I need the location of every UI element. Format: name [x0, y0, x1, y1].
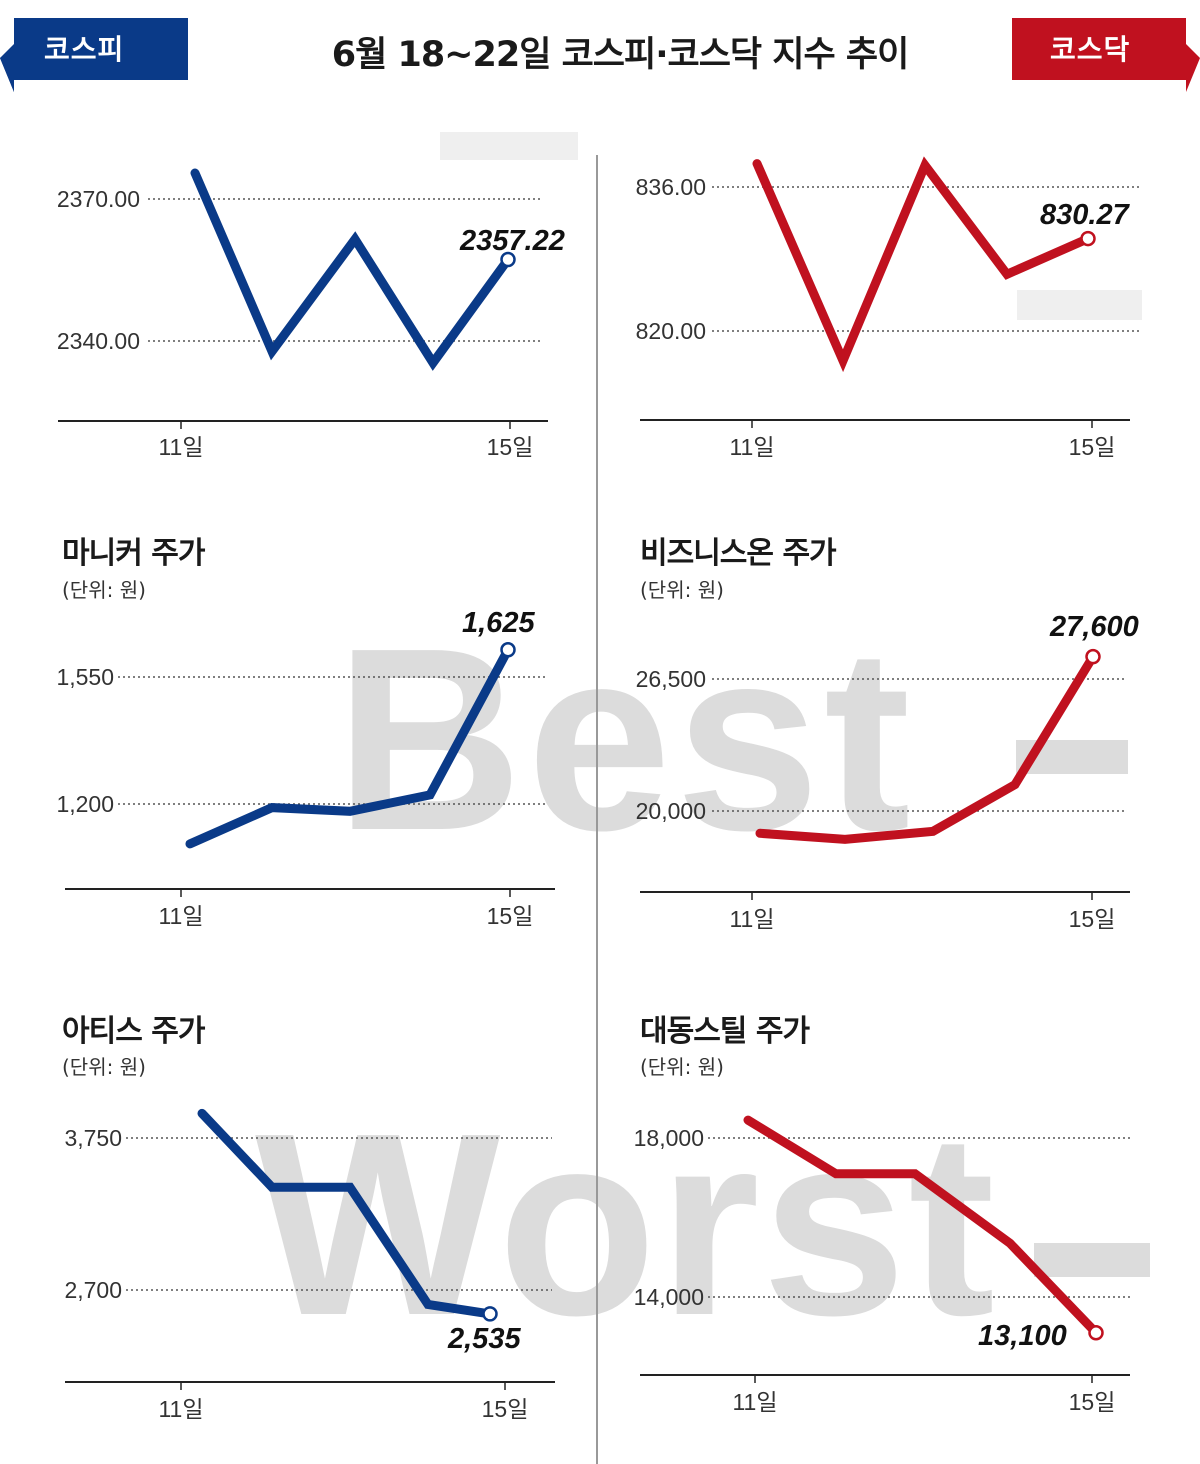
- kosdaq-end-value-label: 830.27: [1040, 199, 1131, 231]
- daedong-end-marker: [1088, 1325, 1104, 1341]
- decor-rect: [1017, 290, 1142, 320]
- atis-title: 아티스 주가: [62, 1014, 205, 1049]
- worst-watermark-dash: [1034, 1243, 1150, 1277]
- daedong-y-tick-label: 18,000: [634, 1125, 704, 1151]
- best-watermark: Best: [335, 595, 915, 885]
- decor-rect: [440, 132, 578, 160]
- kosdaq-series-line: [752, 156, 1093, 373]
- businesson-x-tick-label: 11일: [729, 906, 774, 932]
- atis-y-tick-label: 2,700: [64, 1277, 122, 1303]
- atis-y-tick-label: 3,750: [64, 1125, 122, 1151]
- center-divider: [596, 155, 598, 1464]
- kosdaq-y-tick-label: 836.00: [636, 174, 706, 200]
- manicker-series-line: [185, 645, 513, 849]
- kospi-end-marker: [500, 251, 516, 268]
- manicker-title: 마니커 주가: [62, 536, 205, 571]
- kosdaq-badge: 코스닥: [1012, 18, 1200, 92]
- kosdaq-x-tick-label: 11일: [729, 434, 774, 460]
- kospi-x-tick-label: 11일: [158, 434, 203, 460]
- businesson-y-tick-label: 20,000: [636, 798, 706, 824]
- page-title: 6월 18~22일 코스피·코스닥 지수 추이: [331, 35, 910, 75]
- daedong-y-tick-label: 14,000: [634, 1284, 704, 1310]
- businesson-unit: (단위: 원): [640, 578, 724, 602]
- businesson-x-tick-label: 15일: [1069, 906, 1116, 932]
- kospi-badge-label: 코스피: [44, 33, 125, 66]
- daedong-title: 대동스틸 주가: [640, 1014, 810, 1049]
- manicker-y-tick-label: 1,200: [56, 791, 114, 817]
- daedong-x-tick-label: 11일: [732, 1389, 777, 1415]
- kospi-x-tick-label: 15일: [487, 434, 534, 460]
- kosdaq-end-marker: [1080, 230, 1096, 247]
- atis-end-marker: [482, 1306, 498, 1322]
- daedong-series-line: [743, 1115, 1101, 1338]
- atis-x-tick-label: 11일: [158, 1396, 203, 1422]
- manicker-end-marker: [500, 642, 516, 658]
- left-arrow-banner-icon: [0, 18, 188, 92]
- kospi-y-tick-label: 2370.00: [57, 186, 140, 212]
- atis-unit: (단위: 원): [62, 1055, 146, 1079]
- kospi-series-line: [190, 168, 513, 371]
- daedong-x-tick-label: 15일: [1069, 1389, 1116, 1415]
- kospi-y-tick-label: 2340.00: [57, 328, 140, 354]
- atis-end-value-label: 2,535: [447, 1323, 521, 1355]
- kosdaq-x-tick-label: 15일: [1069, 434, 1116, 460]
- manicker-y-tick-label: 1,550: [56, 664, 114, 690]
- businesson-title: 비즈니스온 주가: [640, 536, 837, 571]
- businesson-y-tick-label: 26,500: [636, 666, 706, 692]
- manicker-end-value-label: 1,625: [462, 607, 535, 639]
- right-arrow-banner-icon: [1012, 18, 1200, 92]
- kosdaq-y-tick-label: 820.00: [636, 318, 706, 344]
- atis-series-line: [197, 1108, 495, 1319]
- manicker-x-tick-label: 11일: [158, 903, 203, 929]
- manicker-unit: (단위: 원): [62, 578, 146, 602]
- daedong-unit: (단위: 원): [640, 1055, 724, 1079]
- atis-x-tick-label: 15일: [482, 1396, 529, 1422]
- manicker-x-tick-label: 15일: [487, 903, 534, 929]
- kosdaq-badge-label: 코스닥: [1050, 33, 1131, 66]
- businesson-end-value-label: 27,600: [1049, 611, 1139, 643]
- kospi-badge: 코스피: [0, 18, 188, 92]
- kospi-end-value-label: 2357.22: [459, 225, 565, 257]
- businesson-series-line: [755, 652, 1098, 844]
- daedong-end-value-label: 13,100: [978, 1320, 1067, 1352]
- businesson-end-marker: [1085, 648, 1101, 665]
